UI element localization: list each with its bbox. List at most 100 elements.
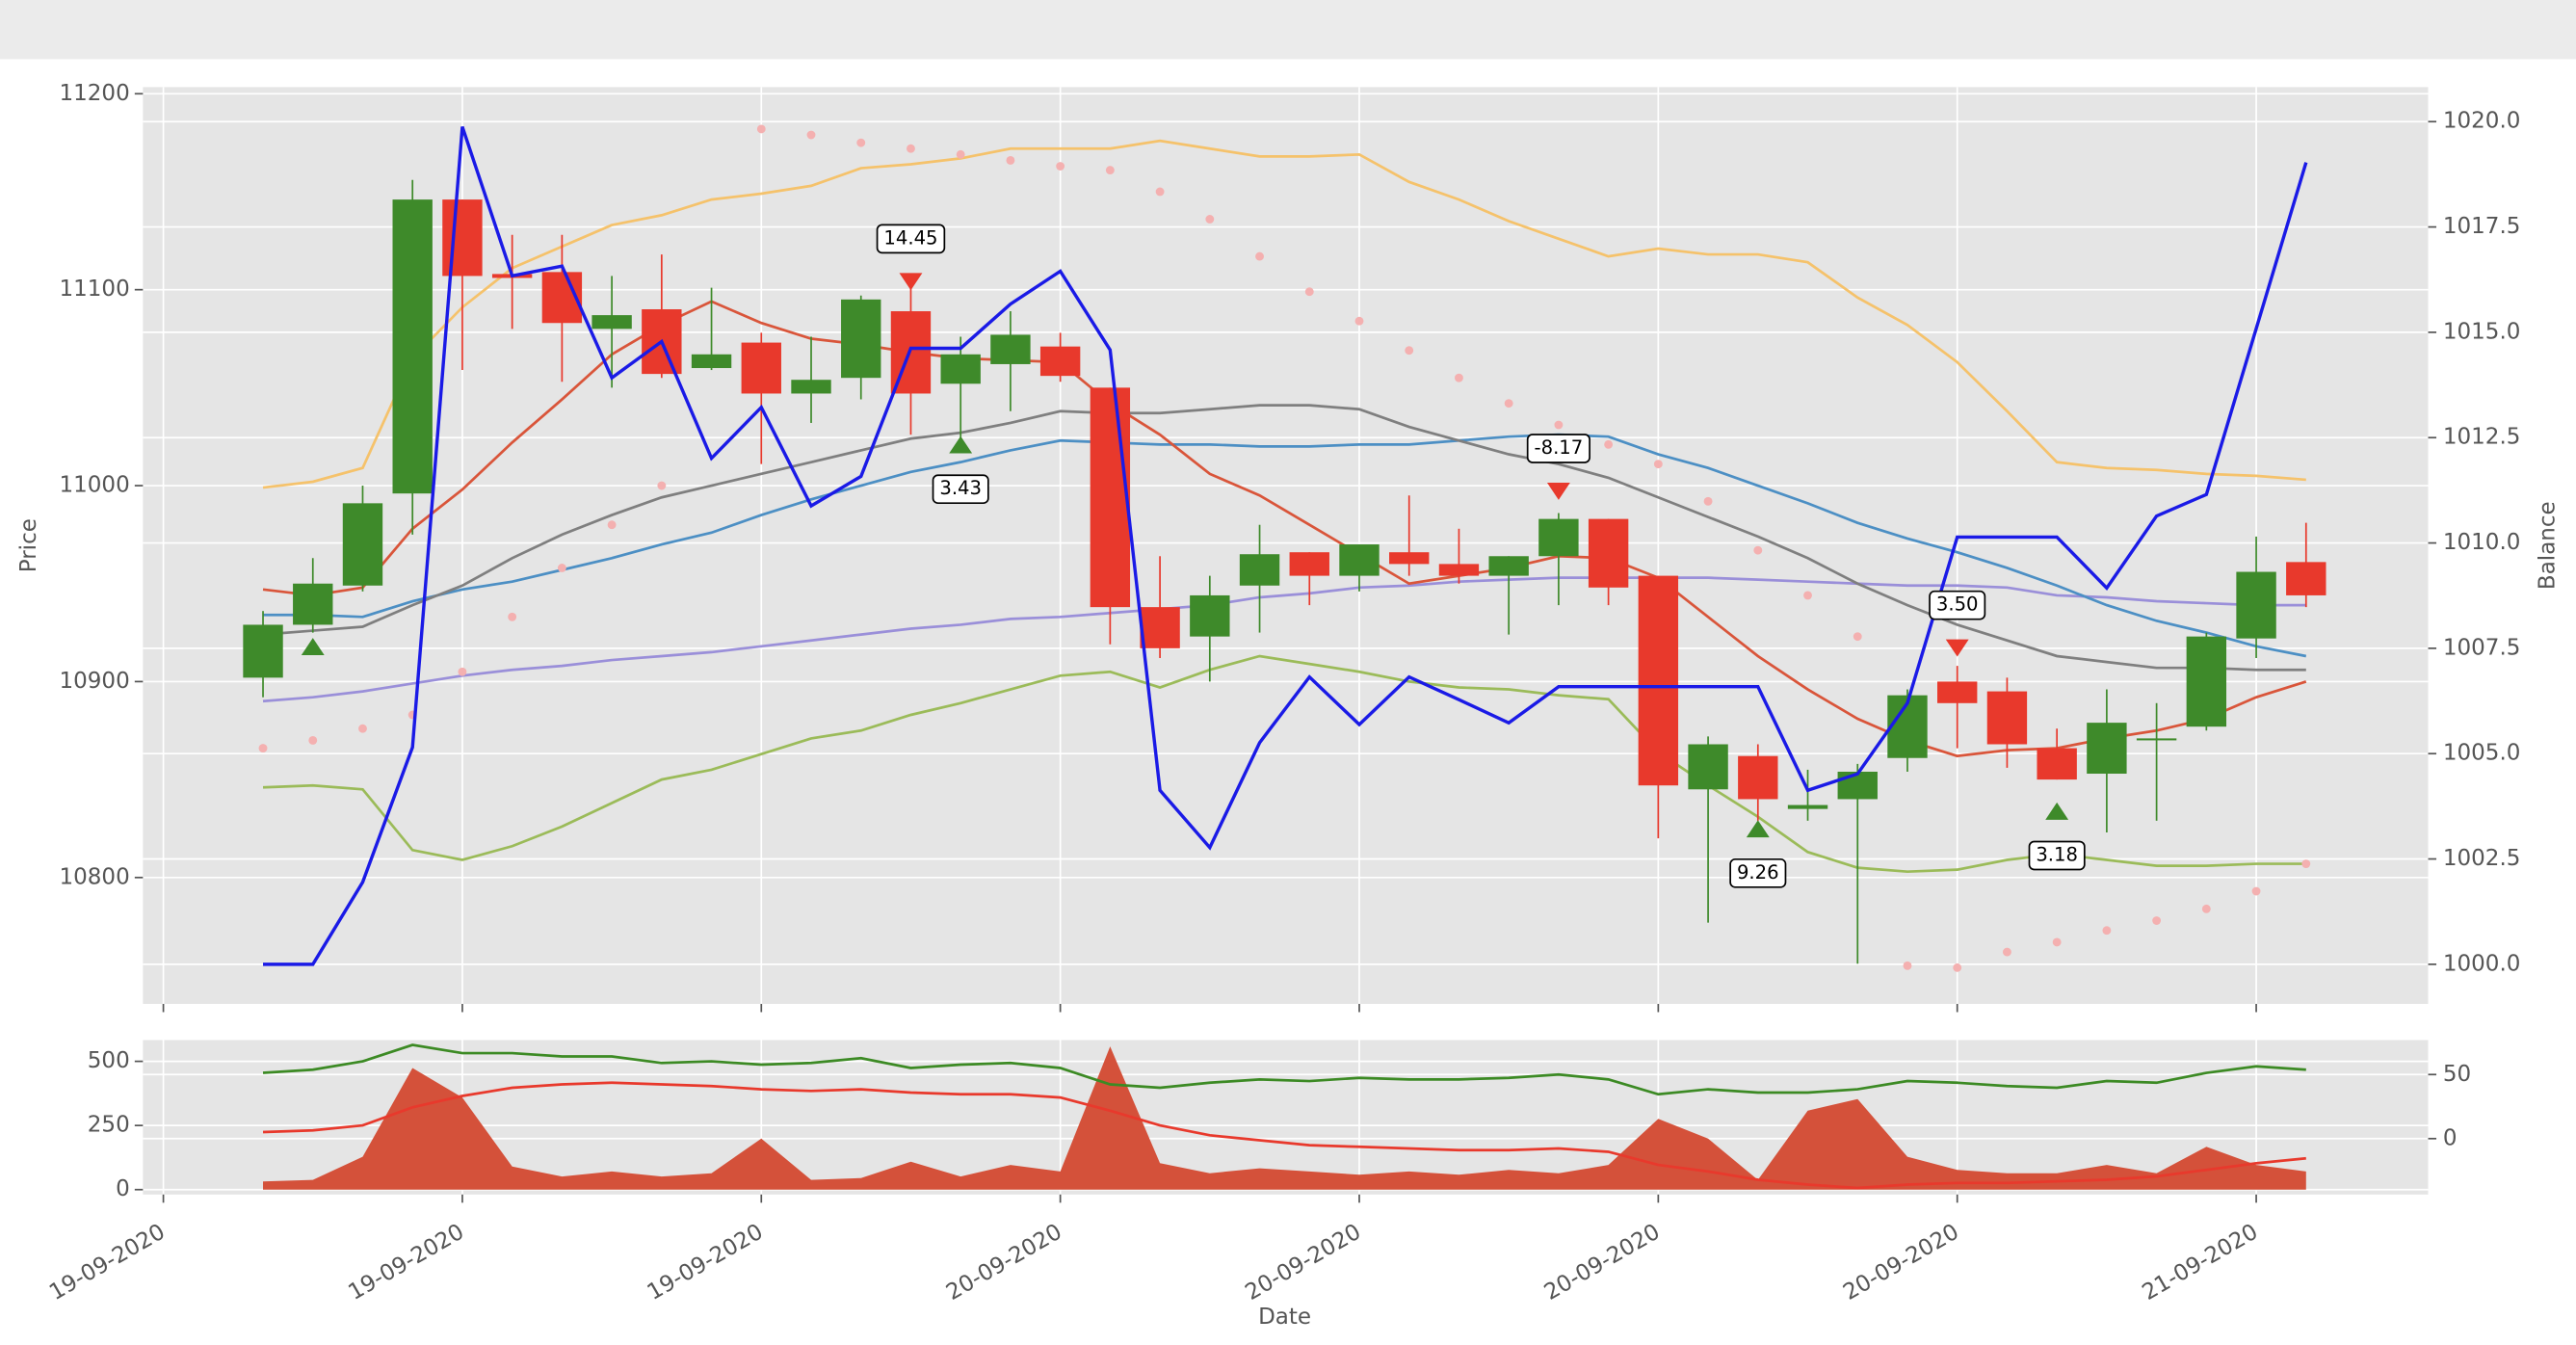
y2-tick-label: 1002.5	[2443, 846, 2521, 871]
sar-dot	[308, 735, 318, 745]
sar-dot	[258, 744, 268, 753]
sell-marker	[1546, 482, 1570, 500]
y-tick-label: 250	[88, 1113, 130, 1138]
sar-dot	[907, 144, 915, 153]
candle-body	[2286, 562, 2326, 595]
y2-tick-label: 50	[2443, 1062, 2471, 1087]
y-tick-label: 10900	[60, 669, 130, 694]
x-tick-label: 20-09-2020	[1540, 1220, 1665, 1305]
candle-body	[1488, 556, 1529, 576]
sar-dot	[1006, 156, 1015, 165]
line	[262, 1043, 2306, 1096]
sar-dot	[1903, 961, 1912, 970]
candle-body	[741, 342, 781, 394]
candle-body	[1787, 804, 1828, 809]
candle-body	[691, 354, 732, 369]
candle-body	[940, 354, 981, 384]
label-box	[1929, 590, 1986, 620]
sar-dot	[2052, 937, 2062, 947]
sar-dot	[2201, 904, 2211, 913]
buy-marker	[1746, 820, 1770, 838]
candle-body	[2186, 636, 2227, 727]
sar-dot	[1405, 346, 1414, 356]
candle-body	[1688, 744, 1728, 790]
candle-body	[1837, 771, 1878, 800]
x-tick-label: 19-09-2020	[644, 1220, 768, 1305]
candle-body	[1039, 346, 1081, 377]
sell-marker	[899, 273, 923, 291]
candle-body	[591, 315, 632, 330]
candle-body	[2236, 571, 2276, 639]
sar-dot	[1455, 373, 1463, 382]
candle-body	[2087, 723, 2127, 775]
sar-dot	[1056, 162, 1065, 171]
candle-body	[1937, 681, 1978, 703]
sar-dot	[2152, 916, 2162, 925]
label-box	[2028, 840, 2086, 871]
trade-label: 3.18	[2036, 844, 2078, 866]
candle-body	[1986, 691, 2028, 745]
sar-dot	[806, 130, 816, 140]
trade-label: -8.17	[1535, 436, 1584, 459]
sar-dot	[1255, 251, 1264, 261]
sar-dot	[1504, 399, 1513, 409]
candle-body	[1090, 387, 1131, 608]
candle-body	[1289, 552, 1329, 576]
x-tick-label: 20-09-2020	[1839, 1220, 1963, 1305]
line	[263, 125, 2308, 966]
candle-body	[2136, 738, 2177, 741]
x-tick-label: 20-09-2020	[1241, 1220, 1365, 1305]
y2-tick-label: 1017.5	[2443, 214, 2521, 239]
x-tick-label: 19-09-2020	[45, 1220, 170, 1305]
y2-tick-label: 1005.0	[2443, 741, 2521, 766]
sell-marker	[1945, 639, 1969, 657]
sar-dot	[856, 138, 866, 147]
candle-body	[1538, 518, 1579, 557]
sar-dot	[607, 520, 617, 530]
candle-body	[293, 583, 333, 625]
candle-body	[2037, 748, 2077, 780]
candle-body	[243, 624, 283, 678]
label-box	[1526, 434, 1590, 463]
candle-body	[841, 299, 881, 379]
sar-dot	[1304, 287, 1314, 297]
sar-dot	[1853, 632, 1862, 642]
y-tick-label: 500	[88, 1048, 130, 1073]
y2-tick-label: 1020.0	[2443, 109, 2521, 134]
sar-dot	[1205, 215, 1215, 224]
sar-dot	[1105, 166, 1115, 175]
trade-label: 9.26	[1737, 861, 1779, 883]
candle-body	[791, 380, 831, 394]
line	[262, 576, 2306, 703]
candle-body	[1738, 755, 1778, 800]
sar-dot	[1155, 187, 1165, 197]
sar-dot	[358, 724, 367, 733]
y2-tick-label: 1007.5	[2443, 635, 2521, 660]
x-tick-label: 21-09-2020	[2138, 1220, 2262, 1305]
sar-dot	[657, 481, 667, 490]
y2-tick-label: 1012.5	[2443, 425, 2521, 450]
candle-body	[990, 334, 1031, 364]
y-tick-label: 11200	[60, 81, 130, 106]
sar-dot	[557, 564, 566, 572]
buy-marker	[301, 638, 325, 656]
candle-body	[1638, 575, 1679, 786]
sar-dot	[1803, 591, 1812, 600]
x-tick-label: 20-09-2020	[942, 1220, 1066, 1305]
sar-dot	[1703, 496, 1713, 506]
y2-tick-label: 1010.0	[2443, 530, 2521, 555]
plot-area	[143, 1040, 2429, 1195]
label-box	[932, 474, 989, 505]
trade-label: 14.45	[883, 226, 937, 249]
y2-axis-label: Balance	[2536, 501, 2561, 590]
sar-dot	[458, 667, 467, 676]
y-tick-label: 11000	[60, 473, 130, 498]
sar-dot	[1354, 316, 1364, 326]
y-tick-label: 10800	[60, 864, 130, 889]
sar-dot	[2301, 859, 2311, 868]
trade-label: 3.43	[939, 477, 982, 499]
y-axis-label: Price	[16, 518, 41, 572]
candle-body	[1588, 518, 1629, 588]
